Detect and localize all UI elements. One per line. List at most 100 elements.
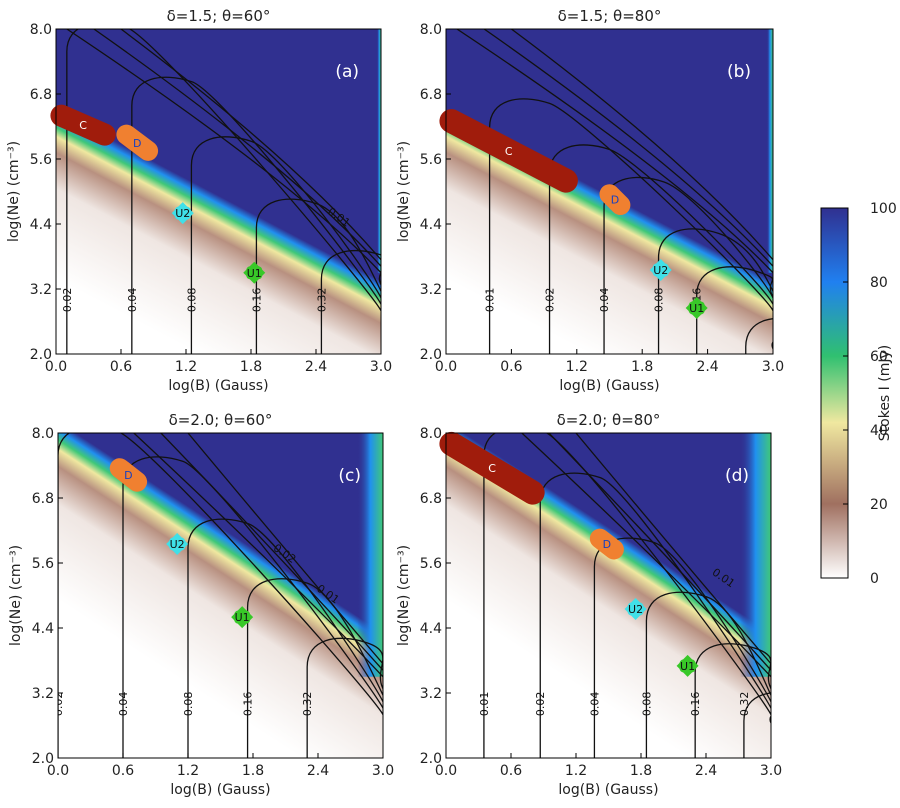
contour-line xyxy=(548,433,771,671)
plot-frame xyxy=(55,28,382,355)
y-axis-label: log(Ne) (cm⁻³) xyxy=(8,545,24,646)
contour-line xyxy=(93,29,381,267)
heatmap-fill xyxy=(58,433,383,758)
contour-line xyxy=(483,29,773,267)
colorbar: 0 20 40 60 80 100 Stokes I (mJy) xyxy=(820,201,897,587)
panel-c: 0.02 0.04 0.08 0.16 0.320.020.01DU2U1(c)δ=2.… xyxy=(8,411,394,798)
region-label: U1 xyxy=(247,267,262,280)
contour-line xyxy=(120,29,381,261)
contour-label: 0.04 xyxy=(588,692,601,717)
contour-line xyxy=(160,433,383,671)
region-u2: U2 xyxy=(171,202,194,225)
high-field-strip xyxy=(357,433,383,677)
contour-line xyxy=(657,228,773,354)
colorbar-tick-label: 40 xyxy=(870,423,888,439)
y-tick-label: 4.4 xyxy=(32,621,54,637)
region-u1: U1 xyxy=(676,654,699,677)
contour-line xyxy=(255,198,381,354)
contour-label: 0.01 xyxy=(478,692,491,717)
y-axis-label: log(Ne) (cm⁻³) xyxy=(396,545,412,646)
contour-label: 0.04 xyxy=(598,288,611,313)
region-label: D xyxy=(133,137,141,150)
panel-b: 0.010.020.040.080.16CDU2U1(b)δ=1.5; θ=80… xyxy=(396,7,784,394)
plot-frame xyxy=(445,432,772,759)
region-marker xyxy=(109,458,148,492)
panel-title: δ=1.5; θ=60° xyxy=(167,7,271,25)
region-label: D xyxy=(611,194,619,207)
y-tick-label: 5.6 xyxy=(420,152,442,168)
x-tick-label: 2.4 xyxy=(307,763,329,779)
y-tick-label: 4.4 xyxy=(30,217,52,233)
plot-frame xyxy=(445,28,774,355)
region-u2: U2 xyxy=(624,598,647,621)
contour-label: 0.02 xyxy=(544,288,557,313)
y-tick-label: 8.0 xyxy=(30,22,52,38)
contour-line xyxy=(246,578,383,758)
plot-frame xyxy=(57,432,384,759)
region-label: U1 xyxy=(689,302,704,315)
y-tick-label: 8.0 xyxy=(420,426,442,442)
region-marker xyxy=(439,109,578,193)
contour-line xyxy=(306,637,383,758)
heatmap-b: 0.010.020.040.080.16 xyxy=(446,29,773,354)
region-d: D xyxy=(109,458,148,492)
panel-label: (d) xyxy=(725,466,749,486)
y-tick-label: 5.6 xyxy=(32,556,54,572)
region-label: U1 xyxy=(680,660,695,673)
region-label: U2 xyxy=(653,264,668,277)
heatmap-fill xyxy=(446,433,771,758)
x-tick-label: 1.2 xyxy=(175,359,197,375)
x-tick-label: 0.6 xyxy=(500,763,522,779)
contour-label: 0.01 xyxy=(484,288,497,313)
colorbar-tick-label: 0 xyxy=(870,571,879,587)
region-label: C xyxy=(79,119,87,132)
colorbar-tick-label: 80 xyxy=(870,275,888,291)
y-tick-label: 5.6 xyxy=(30,152,52,168)
y-tick-label: 4.4 xyxy=(420,621,442,637)
x-axis-label: log(B) (Gauss) xyxy=(558,782,658,798)
region-u1: U1 xyxy=(243,261,266,284)
y-axis-label: log(Ne) (cm⁻³) xyxy=(396,141,412,242)
contour-label: 0.08 xyxy=(640,692,653,717)
x-tick-label: 0.6 xyxy=(112,763,134,779)
region-c: C xyxy=(439,109,578,193)
x-tick-label: 2.4 xyxy=(695,763,717,779)
y-tick-label: 2.0 xyxy=(420,751,442,767)
contour-line xyxy=(696,266,773,354)
colorbar-tick-label: 60 xyxy=(870,349,888,365)
y-tick-label: 3.2 xyxy=(32,686,54,702)
region-c: C xyxy=(50,104,116,146)
x-tick-label: 1.2 xyxy=(566,359,588,375)
y-tick-label: 6.8 xyxy=(420,491,442,507)
colorbar-tick-label: 20 xyxy=(870,497,888,513)
x-tick-label: 1.8 xyxy=(240,359,262,375)
x-tick-label: 3.0 xyxy=(760,763,782,779)
region-label: U2 xyxy=(628,603,643,616)
x-tick-label: 1.2 xyxy=(177,763,199,779)
region-label: U2 xyxy=(170,538,185,551)
y-tick-label: 3.2 xyxy=(420,686,442,702)
y-tick-label: 2.0 xyxy=(32,751,54,767)
contour-line xyxy=(488,98,773,354)
contour-label: 0.08 xyxy=(182,692,195,717)
contour-line xyxy=(187,518,383,758)
contour-line xyxy=(187,433,383,665)
heatmap-a: 0.02 0.04 0.08 0.16 0.320.01 xyxy=(56,29,381,354)
panel-title: δ=2.0; θ=60° xyxy=(169,411,273,429)
x-tick-label: 0.6 xyxy=(500,359,522,375)
y-axis-label: log(Ne) (cm⁻³) xyxy=(6,141,22,242)
contour-line xyxy=(133,433,383,678)
contour-line xyxy=(575,433,771,665)
colorbar-bar xyxy=(820,207,849,579)
x-axis-label: log(B) (Gauss) xyxy=(170,782,270,798)
x-tick-label: 0.0 xyxy=(45,359,67,375)
region-u2: U2 xyxy=(649,259,672,282)
y-tick-label: 6.8 xyxy=(32,491,54,507)
x-tick-label: 1.8 xyxy=(631,359,653,375)
region-marker xyxy=(589,528,624,560)
contour-line xyxy=(645,591,771,758)
region-d: D xyxy=(589,528,624,560)
contour-line xyxy=(131,76,381,354)
heatmap-c: 0.02 0.04 0.08 0.16 0.320.020.01 xyxy=(58,433,383,758)
region-u1: U1 xyxy=(231,606,254,629)
